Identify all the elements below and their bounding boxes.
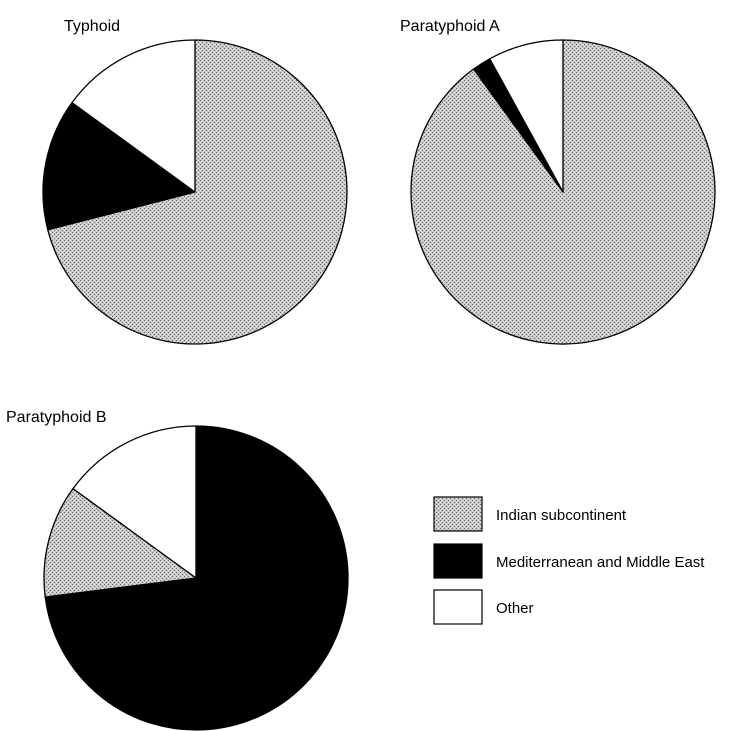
- legend-label-other: Other: [496, 600, 534, 617]
- pie-typhoid: Typhoid: [42, 18, 348, 345]
- legend-swatch-mediterranean-middle-east: [433, 543, 483, 579]
- pie-slice-typhoid-other: [71, 39, 196, 193]
- legend-swatch-other: [433, 589, 483, 625]
- pie-slice-paratyphoid-b-indian-subcontinent: [43, 488, 197, 598]
- pie-slice-paratyphoid-b-other: [72, 425, 197, 579]
- pie-paratyphoid-b-slices: [43, 425, 349, 731]
- pie-typhoid-slices: [42, 39, 348, 345]
- legend-label-mediterranean-middle-east: Mediterranean and Middle East: [496, 554, 705, 571]
- pie-paratyphoid-b: Paratyphoid B: [6, 409, 349, 731]
- pie-paratyphoid-a-slices: [410, 39, 716, 345]
- chart-title-paratyphoid-b: Paratyphoid B: [6, 409, 107, 426]
- pie-paratyphoid-a: Paratyphoid A: [400, 18, 716, 345]
- pie-slice-paratyphoid-a-other: [489, 39, 564, 193]
- pie-slice-typhoid-mediterranean-and-middle-east: [42, 102, 196, 231]
- chart-title-paratyphoid-a: Paratyphoid A: [400, 18, 500, 35]
- legend-swatch-indian-subcontinent: [433, 496, 483, 532]
- legend-label-indian-subcontinent: Indian subcontinent: [496, 507, 627, 524]
- pie-slice-typhoid-indian-subcontinent: [47, 39, 348, 345]
- legend: Indian subcontinent Mediterranean and Mi…: [433, 496, 705, 625]
- chart-title-typhoid: Typhoid: [64, 18, 120, 35]
